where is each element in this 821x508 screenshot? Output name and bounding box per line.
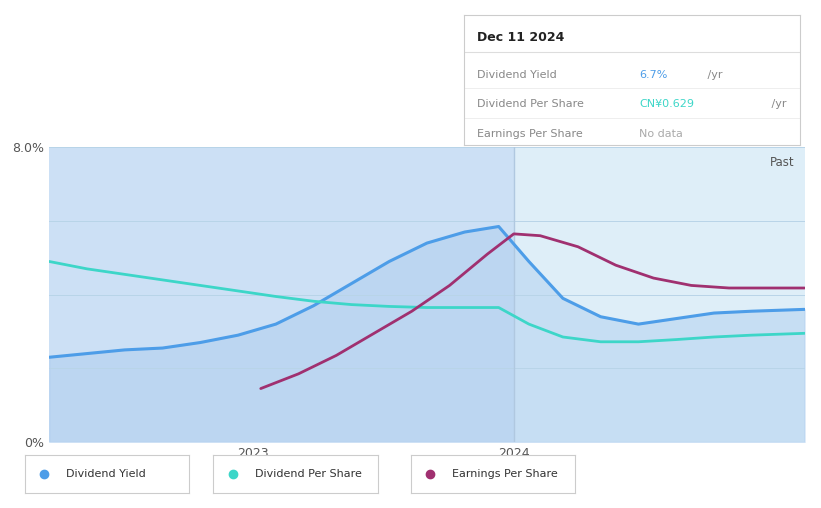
Text: Past: Past (770, 156, 795, 169)
Text: /yr: /yr (704, 70, 722, 80)
Text: Dec 11 2024: Dec 11 2024 (477, 31, 565, 44)
Text: No data: No data (639, 129, 683, 139)
Bar (514, 147, 805, 442)
Text: /yr: /yr (768, 100, 787, 109)
Text: Earnings Per Share: Earnings Per Share (452, 469, 557, 479)
Text: Earnings Per Share: Earnings Per Share (477, 129, 583, 139)
Text: Dividend Per Share: Dividend Per Share (477, 100, 585, 109)
Text: Dividend Per Share: Dividend Per Share (255, 469, 361, 479)
Text: CN¥0.629: CN¥0.629 (639, 100, 694, 109)
Text: Dividend Yield: Dividend Yield (66, 469, 145, 479)
Text: Dividend Yield: Dividend Yield (477, 70, 557, 80)
Text: 6.7%: 6.7% (639, 70, 667, 80)
